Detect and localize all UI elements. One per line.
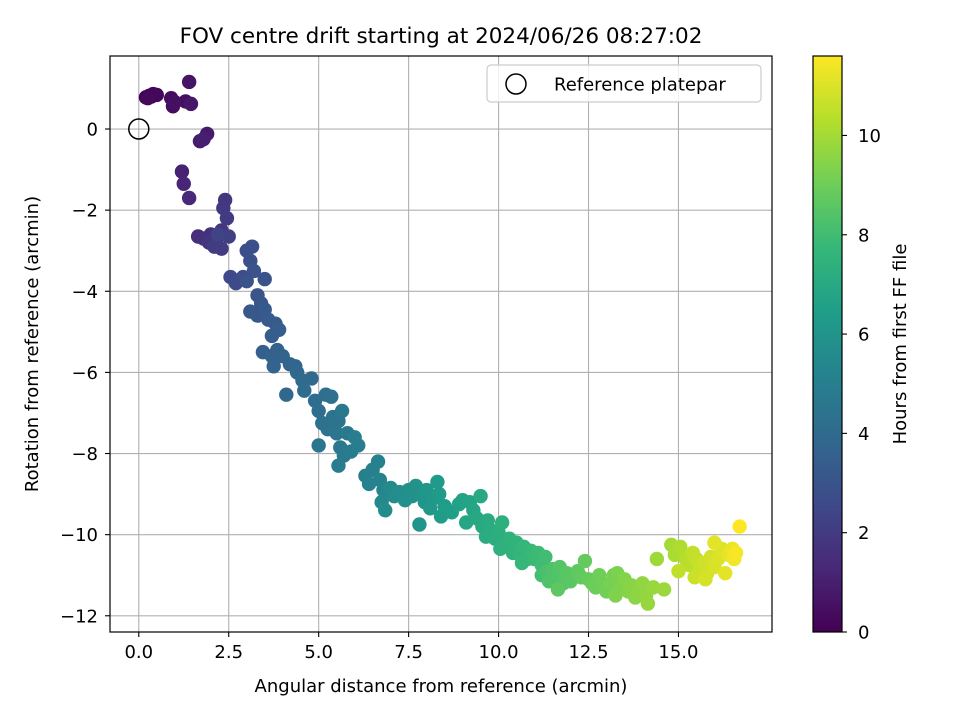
data-point bbox=[311, 403, 326, 419]
data-point bbox=[493, 541, 508, 557]
data-point bbox=[473, 488, 488, 504]
data-point bbox=[176, 176, 191, 191]
data-point bbox=[577, 553, 593, 569]
legend-label: Reference platepar bbox=[554, 75, 726, 96]
legend-marker bbox=[505, 73, 527, 95]
data-point bbox=[728, 545, 744, 561]
y-tick-label: −10 bbox=[60, 525, 98, 546]
y-tick-label: −12 bbox=[60, 606, 98, 627]
scatter-points bbox=[138, 74, 747, 611]
data-point bbox=[329, 426, 344, 441]
data-point bbox=[331, 458, 346, 473]
colorbar-tick-label: 10 bbox=[858, 126, 881, 147]
data-point bbox=[550, 582, 566, 597]
data-point bbox=[246, 263, 262, 279]
data-point bbox=[324, 389, 339, 404]
y-axis-ticks: 0 −2 −4 −6 −8 −10 −12 bbox=[60, 120, 110, 627]
data-point bbox=[239, 273, 254, 289]
colorbar-gradient bbox=[813, 56, 842, 632]
colorbar-tick-label: 0 bbox=[858, 623, 869, 644]
data-point bbox=[347, 430, 362, 445]
data-point bbox=[430, 474, 445, 490]
data-point bbox=[656, 582, 672, 597]
x-tick-label: 15.0 bbox=[658, 642, 698, 663]
colorbar-ticks: 0 2 4 6 8 10 bbox=[842, 126, 881, 644]
data-point bbox=[687, 570, 702, 585]
y-tick-label: −8 bbox=[71, 444, 98, 465]
data-point bbox=[514, 555, 530, 571]
legend: Reference platepar bbox=[486, 64, 762, 103]
data-point bbox=[412, 517, 427, 532]
y-tick-label: −4 bbox=[71, 282, 98, 303]
data-point bbox=[244, 239, 260, 254]
data-point bbox=[334, 403, 350, 419]
x-tick-label: 12.5 bbox=[568, 642, 608, 663]
x-axis-label: Angular distance from reference (arcmin) bbox=[255, 676, 628, 697]
data-point bbox=[732, 519, 747, 534]
data-point bbox=[210, 227, 226, 242]
colorbar-tick-label: 6 bbox=[858, 325, 869, 346]
x-tick-label: 0.0 bbox=[124, 642, 153, 663]
data-point bbox=[671, 563, 686, 579]
data-point bbox=[563, 574, 578, 589]
chart-title: FOV centre drift starting at 2024/06/26 … bbox=[180, 24, 703, 49]
data-point bbox=[707, 535, 722, 550]
y-axis-label: Rotation from reference (arcmin) bbox=[22, 196, 43, 492]
data-point bbox=[183, 96, 199, 112]
data-point bbox=[297, 383, 312, 398]
data-point bbox=[698, 572, 713, 587]
x-axis-ticks: 0.0 2.5 5.0 7.5 10.0 12.5 15.0 bbox=[124, 632, 698, 663]
data-point bbox=[140, 90, 155, 106]
data-point bbox=[494, 515, 510, 530]
data-point bbox=[458, 515, 474, 530]
data-point bbox=[311, 438, 326, 453]
colorbar-tick-label: 2 bbox=[858, 523, 869, 544]
data-point bbox=[378, 503, 393, 518]
data-point bbox=[635, 576, 650, 591]
plot-frame bbox=[109, 55, 773, 633]
data-point bbox=[181, 74, 197, 90]
data-point bbox=[640, 596, 656, 611]
data-point bbox=[167, 95, 182, 110]
reference-platepar-marker bbox=[128, 118, 150, 140]
data-point bbox=[266, 359, 281, 374]
data-point bbox=[673, 539, 688, 555]
data-point bbox=[196, 131, 211, 147]
colorbar-frame bbox=[812, 55, 843, 633]
data-point bbox=[718, 565, 733, 581]
data-point bbox=[221, 229, 236, 244]
data-point bbox=[370, 454, 386, 469]
colorbar: 0 2 4 6 8 10 Hours from first FF file bbox=[812, 55, 911, 644]
x-tick-label: 5.0 bbox=[304, 642, 333, 663]
data-point bbox=[219, 211, 235, 226]
legend-box bbox=[486, 64, 762, 103]
data-point bbox=[271, 322, 287, 338]
data-point bbox=[361, 476, 377, 492]
x-tick-label: 2.5 bbox=[214, 642, 243, 663]
data-point bbox=[181, 190, 197, 206]
y-tick-label: 0 bbox=[87, 120, 98, 141]
data-point bbox=[174, 164, 190, 179]
data-point bbox=[214, 241, 229, 256]
data-point bbox=[538, 549, 553, 565]
data-point bbox=[646, 580, 661, 595]
data-point bbox=[432, 486, 447, 502]
y-tick-label: −6 bbox=[71, 363, 98, 384]
data-point bbox=[304, 371, 319, 386]
data-point bbox=[257, 271, 272, 287]
y-tick-label: −2 bbox=[71, 201, 98, 222]
data-point bbox=[279, 387, 294, 402]
colorbar-label: Hours from first FF file bbox=[890, 244, 911, 445]
colorbar-tick-label: 8 bbox=[858, 225, 869, 246]
x-tick-label: 10.0 bbox=[479, 642, 519, 663]
colorbar-tick-label: 4 bbox=[858, 424, 869, 445]
data-point bbox=[649, 551, 665, 567]
x-tick-label: 7.5 bbox=[394, 642, 423, 663]
data-point bbox=[608, 588, 623, 603]
